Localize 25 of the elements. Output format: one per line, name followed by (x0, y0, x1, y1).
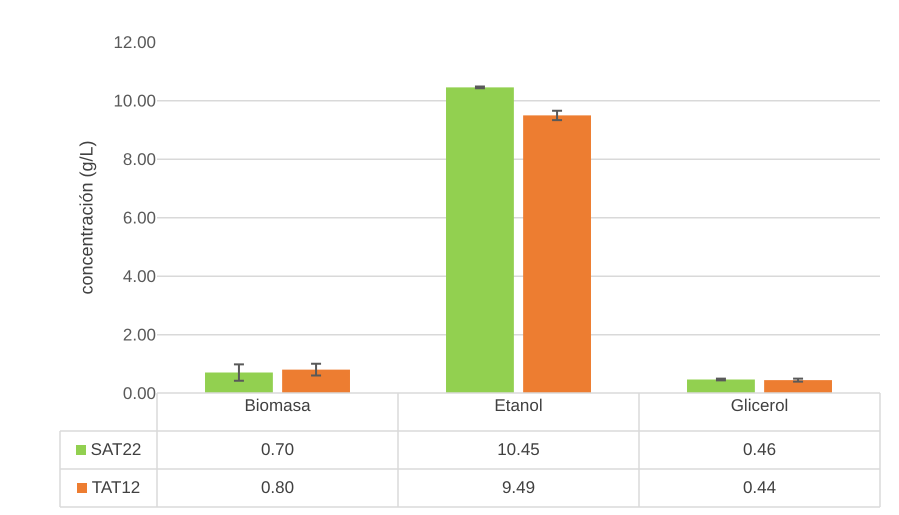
bar (205, 372, 273, 393)
bar (446, 87, 514, 393)
bar (282, 370, 350, 393)
bar (687, 380, 755, 393)
y-axis-title: concentración (g/L) (76, 140, 97, 295)
y-tick-label: 0.00 (122, 384, 156, 403)
x-tick-label: Etanol (494, 396, 543, 415)
data-label: 9.49 (500, 477, 536, 499)
y-tick-label: 12.00 (113, 32, 156, 52)
legend-label: TAT12 (92, 478, 140, 498)
x-tick-label: Biomasa (244, 396, 312, 415)
data-label: 0.46 (742, 439, 778, 461)
data-label: 10.45 (496, 439, 541, 461)
y-tick-label: 4.00 (122, 266, 156, 286)
data-label: 0.70 (260, 439, 296, 461)
bar (523, 115, 591, 393)
legend-label: SAT22 (90, 440, 142, 460)
y-tick-label: 6.00 (122, 208, 156, 228)
y-tick-label: 8.00 (122, 150, 156, 169)
bar (764, 380, 832, 393)
data-label: 0.44 (742, 477, 778, 499)
data-label: 0.80 (260, 477, 296, 499)
y-tick-label: 10.00 (113, 91, 156, 110)
x-tick-label: Glicerol (730, 396, 788, 415)
y-tick-label: 2.00 (122, 325, 156, 344)
